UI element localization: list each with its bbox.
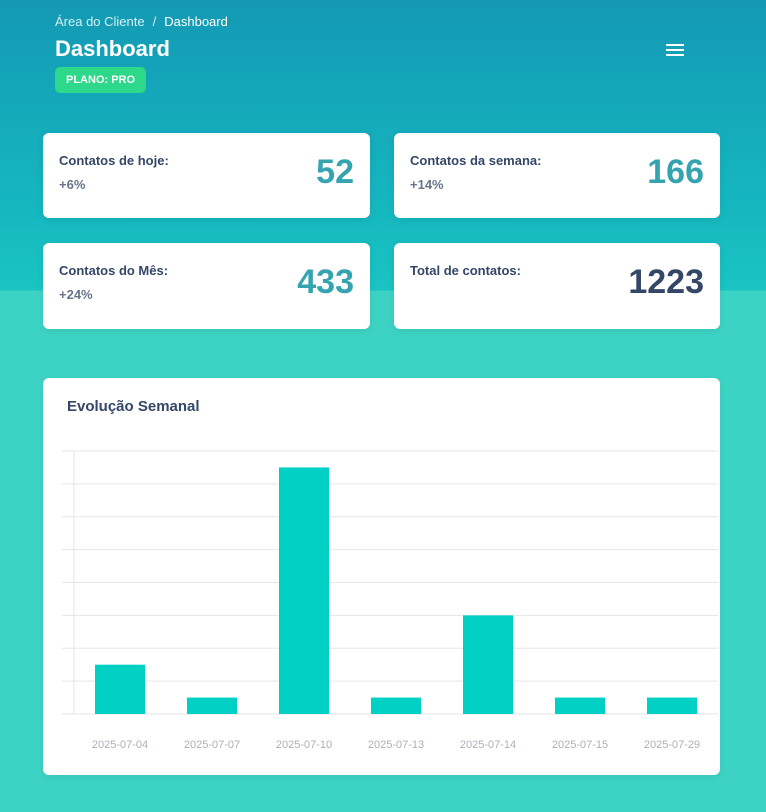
x-tick-label: 2025-07-14 xyxy=(460,739,516,751)
stat-card: Contatos do Mês: +24% 433 xyxy=(43,243,370,329)
card-label: Total de contatos: xyxy=(410,263,521,278)
bar xyxy=(187,697,237,714)
x-tick-label: 2025-07-04 xyxy=(92,739,148,751)
bar xyxy=(555,697,605,714)
stat-card: Contatos da semana: +14% 166 xyxy=(394,133,720,218)
breadcrumb: Área do Cliente / Dashboard xyxy=(55,14,236,29)
card-change: +24% xyxy=(59,287,93,302)
card-value: 52 xyxy=(316,153,354,191)
card-change: +6% xyxy=(59,177,86,192)
x-tick-label: 2025-07-13 xyxy=(368,739,424,751)
stat-card: Contatos de hoje: +6% 52 xyxy=(43,133,370,218)
x-tick-label: 2025-07-10 xyxy=(276,739,332,751)
x-tick-label: 2025-07-07 xyxy=(184,739,240,751)
x-tick-label: 2025-07-15 xyxy=(552,739,608,751)
x-tick-label: 2025-07-29 xyxy=(644,739,700,751)
chart-title: Evolução Semanal xyxy=(67,398,200,415)
card-value: 1223 xyxy=(628,263,704,301)
bar xyxy=(371,697,421,714)
card-label: Contatos do Mês: xyxy=(59,263,169,278)
bar xyxy=(95,664,145,714)
page-title: Dashboard xyxy=(55,36,170,61)
breadcrumb-current: Dashboard xyxy=(164,14,228,29)
card-label: Contatos da semana: xyxy=(410,153,542,168)
breadcrumb-separator: / xyxy=(152,14,157,29)
card-value: 166 xyxy=(647,153,704,191)
breadcrumb-link[interactable]: Área do Cliente xyxy=(55,14,145,29)
bar xyxy=(463,615,513,714)
bar xyxy=(279,467,329,714)
stat-card: Total de contatos: 1223 xyxy=(394,243,720,329)
chart: 2025-07-04 2025-07-07 2025-07-10 2025-07-13… xyxy=(62,450,718,751)
card-label: Contatos de hoje: xyxy=(59,153,169,168)
card-value: 433 xyxy=(297,263,354,301)
plan-badge: PLANO: PRO xyxy=(55,67,147,93)
card-change: +14% xyxy=(410,177,444,192)
chart-card: Evolução Semanal 2025-07-04 2025-07-07 202… xyxy=(43,378,720,775)
menu-button[interactable] xyxy=(666,44,684,56)
bar xyxy=(647,697,697,714)
